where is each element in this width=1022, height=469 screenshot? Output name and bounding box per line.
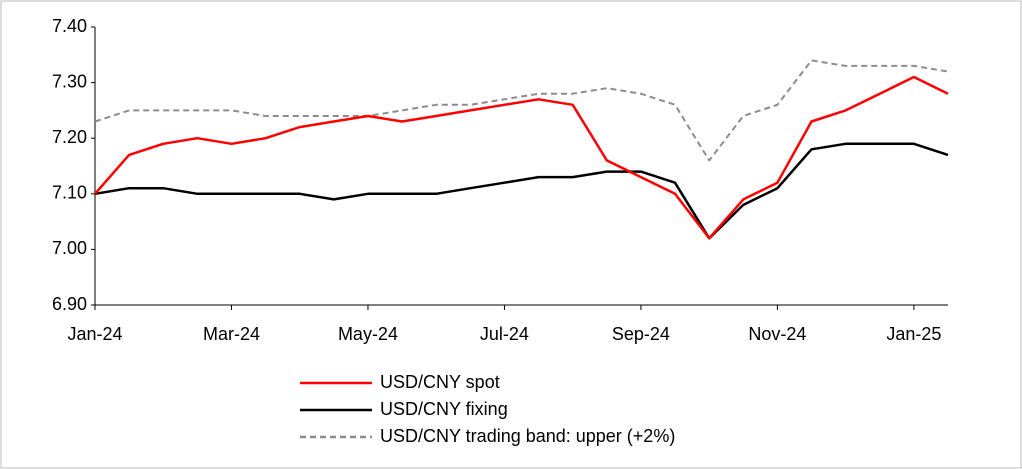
legend-label: USD/CNY spot (380, 372, 500, 392)
x-tick-label: Jan-25 (886, 324, 941, 344)
x-tick-label: Jul-24 (480, 324, 529, 344)
x-tick-label: Mar-24 (203, 324, 260, 344)
x-tick-label: Jan-24 (67, 324, 122, 344)
x-tick-label: Nov-24 (748, 324, 806, 344)
series-line (94, 59, 949, 162)
y-tick-label: 7.30 (52, 71, 87, 91)
y-tick-label: 7.20 (52, 127, 87, 147)
legend-label: USD/CNY fixing (380, 399, 508, 419)
series-line (94, 142, 949, 240)
x-tick-label: Sep-24 (612, 324, 670, 344)
x-tick-label: May-24 (338, 324, 398, 344)
y-tick-label: 7.10 (52, 183, 87, 203)
series-line (94, 75, 949, 240)
y-tick-label: 7.00 (52, 238, 87, 258)
legend-label: USD/CNY trading band: upper (+2%) (380, 426, 675, 446)
y-tick-label: 6.90 (52, 294, 87, 314)
y-tick-label: 7.40 (52, 16, 87, 36)
